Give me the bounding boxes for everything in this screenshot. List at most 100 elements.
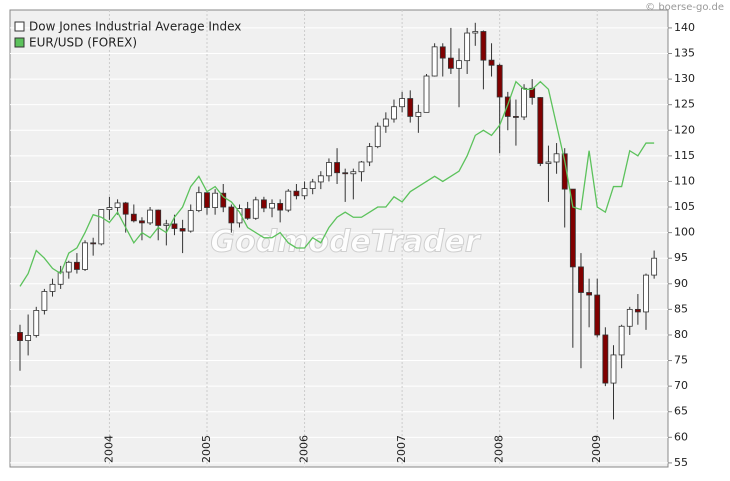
y-tick-label: 125 (674, 98, 695, 111)
candle-body (366, 146, 373, 163)
candle-body (504, 96, 511, 117)
legend: Dow Jones Industrial Average Index EUR/U… (14, 20, 241, 50)
y-tick-label: 55 (674, 456, 688, 469)
y-tick-label: 120 (674, 123, 695, 136)
candle-body (195, 192, 202, 212)
y-tick-label: 135 (674, 46, 695, 59)
candle-body (130, 213, 137, 222)
legend-label: Dow Jones Industrial Average Index (29, 20, 241, 34)
candle-body (423, 75, 430, 113)
y-tick-label: 95 (674, 251, 688, 264)
candle-body (456, 60, 462, 69)
y-tick-label: 90 (674, 277, 688, 290)
x-tick-label: 2004 (102, 435, 115, 463)
candle-body (643, 274, 649, 313)
legend-label: EUR/USD (FOREX) (29, 36, 137, 50)
candle-body (285, 190, 292, 211)
candle-body (529, 87, 536, 98)
candle-body (602, 334, 609, 384)
candle-body (106, 207, 113, 210)
candle-body (553, 153, 560, 163)
candle-body (98, 209, 105, 245)
candle-body (82, 242, 88, 270)
y-tick-label: 65 (674, 405, 688, 418)
candle-body (374, 125, 381, 148)
candle-body (204, 192, 210, 208)
y-tick-label: 100 (674, 226, 695, 239)
candle-body (187, 210, 194, 232)
candle-body (634, 308, 641, 313)
copyright: © boerse-go.de (645, 2, 724, 13)
plot-area (9, 9, 669, 468)
candle-body (212, 192, 219, 208)
candle-body (350, 171, 357, 175)
legend-swatch (14, 21, 25, 32)
candle-body (269, 203, 275, 209)
candle-body (163, 223, 170, 226)
candle-body (147, 209, 153, 224)
y-tick-label: 130 (674, 72, 695, 85)
candle-body (651, 257, 658, 276)
candle-body (334, 162, 340, 174)
candle-body (25, 335, 32, 341)
candle-body (618, 325, 625, 356)
candle-body (488, 59, 495, 66)
line (19, 80, 655, 287)
candle-body (220, 192, 227, 208)
candle-body (293, 190, 300, 197)
candle-body (480, 31, 487, 61)
candle-body (415, 111, 422, 117)
candle-body (537, 97, 544, 164)
y-tick-label: 80 (674, 328, 688, 341)
candle-body (569, 188, 576, 268)
candle-body (74, 261, 80, 270)
candle-body (358, 161, 365, 173)
x-tick-label: 2005 (200, 435, 213, 463)
candle-body (139, 220, 145, 224)
candle-body (49, 283, 56, 292)
candle-body (464, 32, 471, 62)
y-tick-label: 140 (674, 21, 695, 34)
candle-body (545, 161, 552, 164)
candle-body (309, 181, 316, 190)
candle-body (301, 188, 308, 197)
y-tick-label: 105 (674, 200, 695, 213)
candle-body (342, 172, 349, 175)
candle-body (407, 98, 414, 117)
candle-body (90, 242, 97, 245)
watermark: GodmodeTrader (210, 225, 481, 260)
candle-body (122, 202, 129, 215)
legend-swatch (14, 37, 25, 48)
candle-body (521, 87, 527, 118)
candle-body (171, 223, 178, 229)
candle-body (586, 292, 592, 296)
x-tick-label: 2006 (298, 435, 311, 463)
candle-body (610, 354, 617, 384)
candle-body (472, 31, 479, 34)
candle-body (496, 64, 503, 98)
candle-body (326, 162, 332, 177)
candle-body (431, 46, 438, 77)
candle-body (17, 332, 23, 341)
x-tick-label: 2009 (590, 435, 603, 463)
x-tick-label: 2008 (493, 435, 506, 463)
candle-body (277, 203, 284, 211)
candle-body (594, 294, 601, 336)
y-tick-label: 110 (674, 174, 695, 187)
candle-body (391, 106, 397, 120)
y-tick-label: 70 (674, 379, 688, 392)
y-tick-label: 75 (674, 354, 688, 367)
candle-body (317, 175, 324, 183)
candle-body (65, 261, 72, 273)
y-tick-label: 115 (674, 149, 695, 162)
y-tick-label: 60 (674, 430, 688, 443)
candle-body (260, 199, 267, 209)
candle-body (399, 98, 406, 108)
x-tick-label: 2007 (395, 435, 408, 463)
candle-body (382, 118, 389, 127)
candle-body (252, 199, 259, 219)
candle-body (228, 206, 235, 224)
candle-body (33, 310, 40, 336)
y-tick-label: 85 (674, 302, 688, 315)
